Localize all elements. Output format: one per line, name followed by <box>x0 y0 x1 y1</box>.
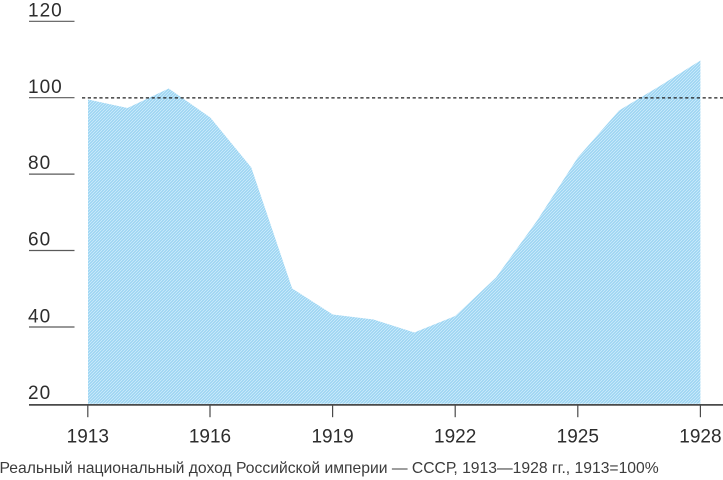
svg-text:1922: 1922 <box>434 427 476 448</box>
svg-text:100: 100 <box>28 77 63 98</box>
svg-text:1925: 1925 <box>557 427 599 448</box>
svg-text:1916: 1916 <box>189 427 231 448</box>
svg-text:40: 40 <box>28 306 51 327</box>
svg-text:1913: 1913 <box>67 427 109 448</box>
svg-text:120: 120 <box>28 0 63 21</box>
svg-text:80: 80 <box>28 153 51 174</box>
svg-text:1919: 1919 <box>311 427 353 448</box>
svg-text:1928: 1928 <box>679 427 721 448</box>
svg-text:60: 60 <box>28 230 51 251</box>
svg-text:20: 20 <box>28 383 51 404</box>
svg-text:Реальный национальный доход Ро: Реальный национальный доход Российской и… <box>0 460 659 477</box>
